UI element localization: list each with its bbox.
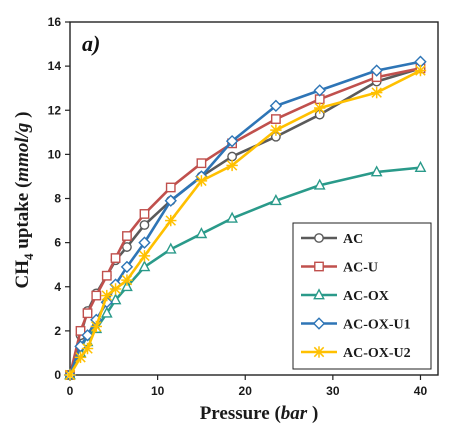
legend-item: AC-U — [301, 261, 378, 276]
data-point — [196, 158, 207, 169]
y-tick-label: 0 — [54, 368, 61, 382]
data-point — [121, 274, 133, 286]
series-ac-ox-u2 — [64, 64, 427, 381]
y-axis-title-prefix: CH — [12, 260, 33, 289]
x-tick-label: 30 — [326, 384, 340, 398]
data-point — [75, 325, 86, 336]
x-axis-title-end: ) — [307, 403, 318, 424]
data-point — [110, 253, 121, 263]
data-point — [139, 209, 150, 219]
x-axis-title: Pressure (bar ) — [200, 403, 319, 424]
y-tick-label: 16 — [48, 15, 62, 29]
x-tick-label: 20 — [239, 384, 253, 398]
data-point — [314, 102, 326, 114]
data-point — [81, 329, 94, 342]
y-tick-label: 6 — [54, 236, 61, 250]
data-point — [164, 242, 177, 254]
data-point — [313, 178, 326, 190]
data-point — [227, 151, 237, 162]
data-point — [122, 242, 132, 252]
data-point — [271, 114, 281, 124]
data-point — [226, 159, 238, 172]
data-point — [120, 260, 134, 274]
y-tick-label: 4 — [54, 280, 61, 294]
data-point — [138, 250, 151, 262]
legend-label: AC — [343, 232, 363, 247]
data-point — [313, 84, 326, 97]
data-point — [164, 194, 177, 207]
y-tick-label: 12 — [48, 103, 62, 117]
data-point — [414, 64, 427, 77]
panel-label: a) — [82, 31, 100, 56]
data-point — [109, 283, 122, 295]
y-axis-title-sub: 4 — [21, 253, 36, 260]
y-axis-title-end: ) — [12, 112, 33, 123]
axes: 0 10 20 30 40 0 2 4 6 8 10 12 14 16 — [48, 15, 439, 398]
legend-item: AC-OX — [301, 288, 389, 304]
legend-swatch-marker — [314, 233, 324, 243]
legend-item: AC-OX-U1 — [301, 317, 411, 333]
legend: AC AC-U AC-OX AC-OX-U1 AC-OX-U2 — [292, 222, 432, 370]
data-point — [121, 280, 133, 292]
y-tick-label: 8 — [54, 192, 61, 206]
legend-swatch-marker — [313, 288, 325, 300]
y-tick-label: 10 — [48, 147, 62, 161]
data-point — [139, 220, 150, 230]
x-axis-title-main: Pressure ( — [200, 403, 281, 424]
data-point — [225, 134, 239, 148]
x-tick-label: 40 — [414, 384, 428, 398]
data-point — [91, 290, 102, 301]
data-point — [226, 211, 238, 223]
legend-swatch-marker — [312, 317, 326, 330]
data-point — [370, 86, 383, 99]
data-point — [165, 182, 176, 193]
x-tick-label: 0 — [67, 384, 74, 398]
legend-label: AC-OX-U2 — [343, 346, 411, 361]
data-point — [414, 160, 427, 173]
data-point — [101, 289, 113, 302]
y-axis-title-unit: mmol/g — [12, 123, 33, 182]
data-point — [370, 64, 383, 77]
x-axis-title-unit: bar — [281, 403, 308, 424]
series-layer — [63, 55, 427, 382]
data-point — [90, 320, 102, 333]
legend-item: AC-OX-U2 — [301, 346, 411, 361]
legend-label: AC-OX — [343, 289, 389, 304]
legend-swatch-marker — [314, 261, 324, 272]
data-point — [74, 351, 87, 364]
data-point — [370, 165, 383, 177]
data-point — [269, 99, 283, 113]
legend-swatch-marker — [313, 346, 325, 358]
legend-item: AC — [301, 232, 363, 247]
data-point — [195, 227, 208, 239]
data-point — [64, 369, 76, 381]
data-point — [122, 231, 132, 241]
legend-label: AC-OX-U1 — [343, 318, 411, 333]
data-point — [100, 306, 113, 318]
y-axis-title: CH4 uptake (mmol/g ) — [12, 112, 36, 289]
x-tick-label: 10 — [151, 384, 165, 398]
data-point — [101, 270, 112, 281]
data-point — [165, 214, 177, 227]
data-point — [195, 175, 208, 187]
data-point — [138, 260, 151, 272]
data-point — [270, 194, 282, 206]
data-point — [81, 342, 94, 355]
data-point — [270, 124, 282, 136]
y-tick-label: 14 — [48, 59, 62, 73]
data-point — [82, 308, 93, 319]
y-tick-label: 2 — [54, 324, 61, 338]
y-axis-title-main: uptake ( — [12, 182, 33, 254]
legend-label: AC-U — [343, 261, 378, 276]
data-point — [138, 236, 151, 249]
data-point — [109, 293, 122, 305]
